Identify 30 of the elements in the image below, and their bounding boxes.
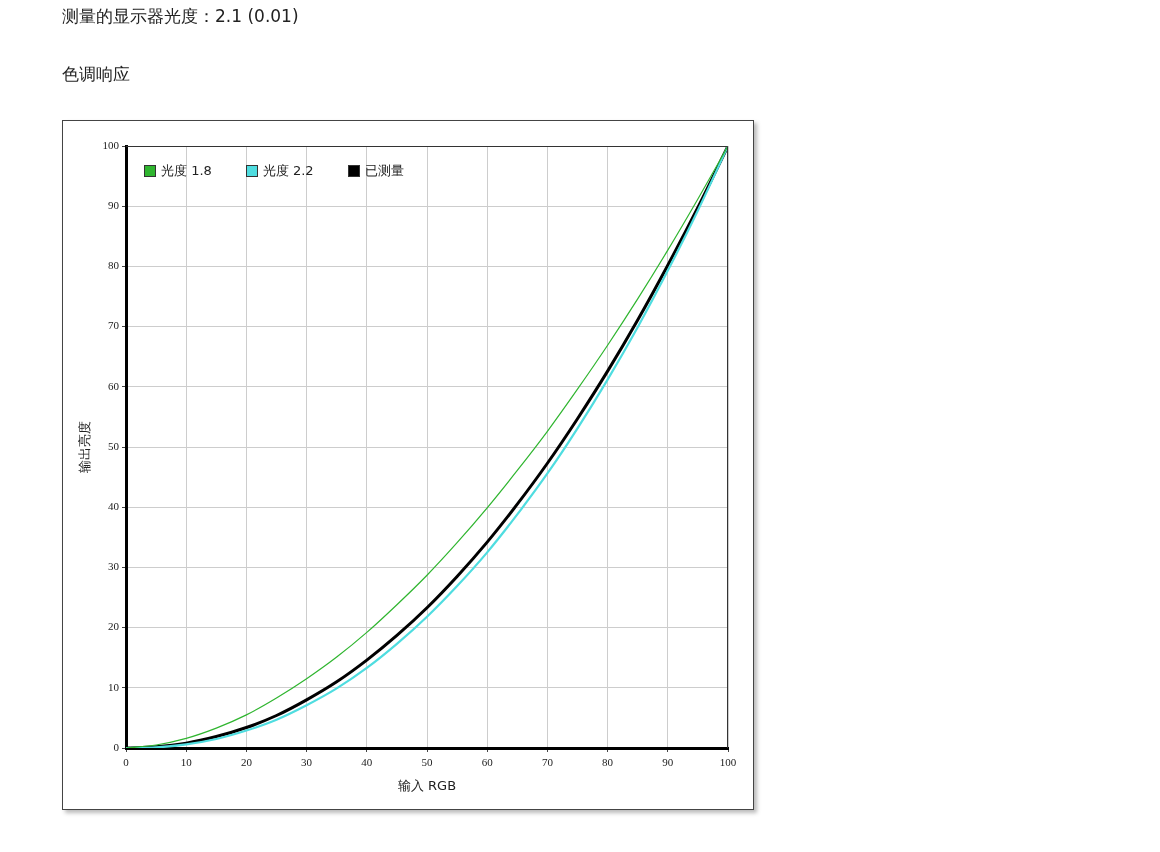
y-axis-title: 输出亮度: [77, 421, 93, 473]
x-tick-label: 80: [602, 756, 614, 769]
y-tick-label: 40: [108, 500, 120, 513]
y-tick-label: 90: [108, 199, 120, 212]
x-tick-label: 30: [301, 756, 313, 769]
x-axis-title: 输入 RGB: [397, 777, 457, 793]
y-tick-label: 100: [102, 138, 120, 151]
x-tick-label: 40: [361, 756, 373, 769]
y-tick-label: 50: [108, 439, 120, 452]
legend-label: 光度 1.8: [161, 162, 212, 180]
legend-label: 光度 2.2: [262, 162, 314, 180]
x-tick-label: 90: [662, 756, 674, 769]
y-tick-label: 30: [108, 560, 120, 573]
y-tick-label: 10: [108, 680, 120, 693]
x-tick-label: 60: [481, 756, 494, 769]
x-tick-label: 20: [240, 756, 253, 769]
x-tick-label: 100: [719, 756, 737, 769]
y-tick-label: 0: [113, 740, 120, 753]
x-tick-label: 70: [541, 756, 554, 769]
chart-subtitle: 色调响应: [62, 63, 130, 86]
x-tick-label: 50: [421, 756, 433, 769]
chart-title: 测量的显示器光度：2.1 (0.01): [62, 5, 299, 28]
legend-label: 已测量: [364, 162, 404, 180]
y-tick-label: 70: [108, 319, 120, 332]
x-tick-label: 10: [180, 756, 193, 769]
x-tick-label: 0: [123, 756, 130, 769]
y-tick-label: 60: [108, 379, 120, 392]
y-tick-label: 20: [108, 620, 120, 633]
line-series: [126, 146, 728, 748]
y-tick-label: 80: [108, 259, 120, 272]
